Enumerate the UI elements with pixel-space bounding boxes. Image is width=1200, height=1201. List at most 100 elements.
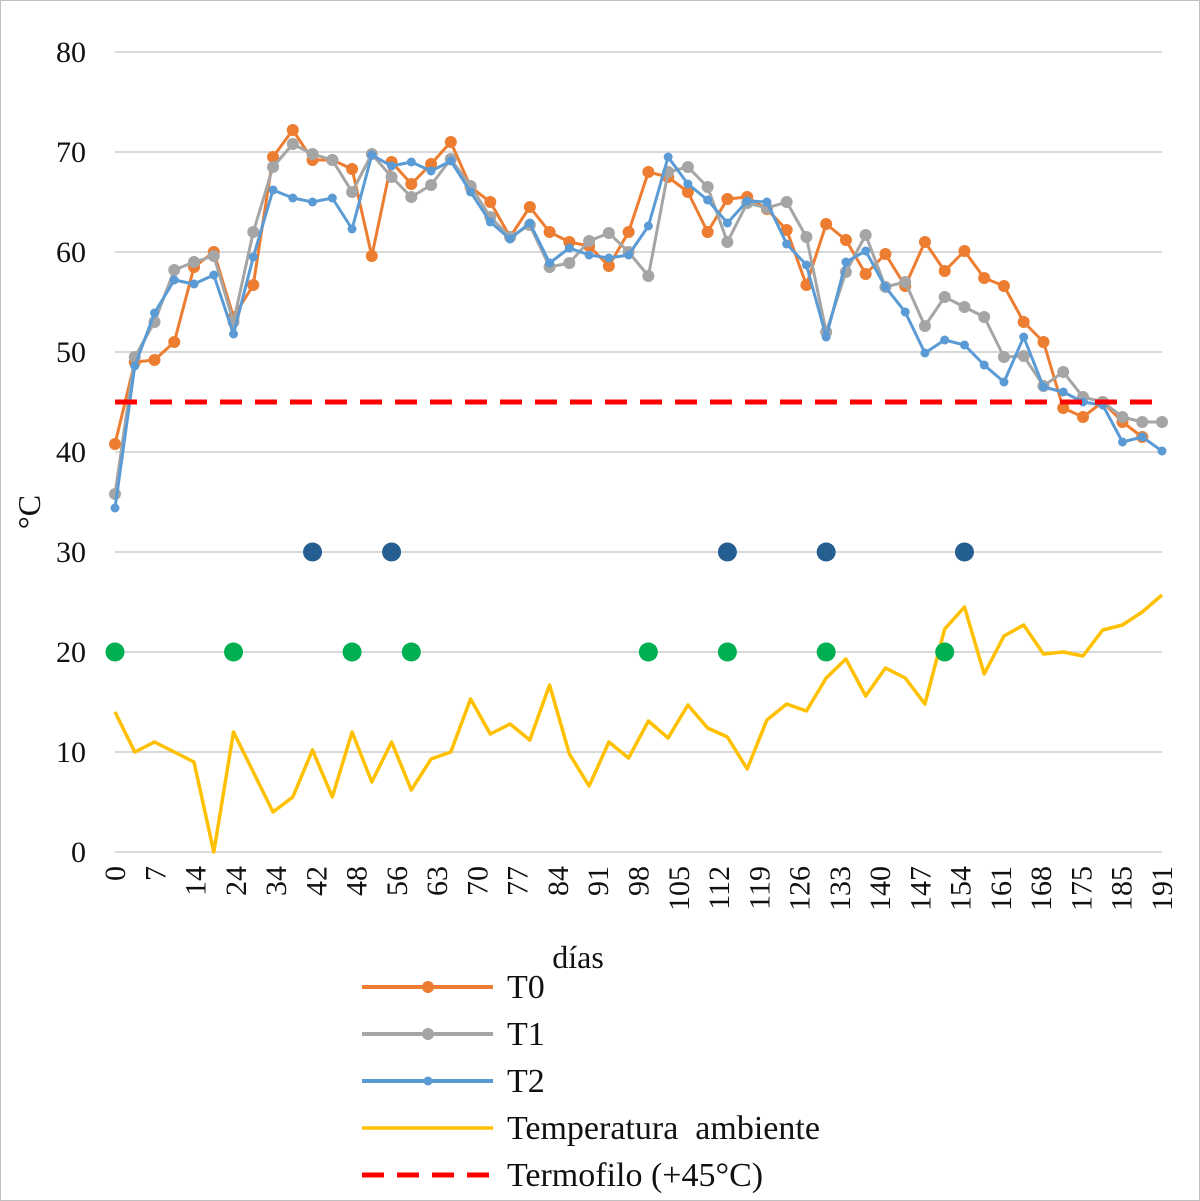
data-point: [130, 361, 140, 371]
legend-marker: [423, 1076, 433, 1086]
event-marker: [717, 642, 737, 662]
data-point: [681, 186, 694, 198]
data-point: [148, 354, 161, 366]
data-point: [484, 196, 497, 208]
data-point: [584, 250, 594, 260]
data-point: [859, 268, 872, 280]
data-point: [780, 224, 793, 236]
data-point: [1157, 446, 1167, 456]
data-point: [367, 150, 377, 160]
data-point: [1058, 387, 1068, 397]
series-t2: [110, 150, 1167, 513]
x-tick-label: 70: [461, 866, 494, 896]
x-tick-label: 7: [139, 866, 172, 881]
x-tick-label: 161: [985, 866, 1018, 911]
y-tick-label: 10: [56, 736, 86, 769]
data-point: [978, 272, 991, 284]
data-point: [505, 234, 515, 244]
data-point: [841, 257, 851, 267]
x-tick-label: 63: [421, 866, 454, 896]
data-point: [168, 336, 181, 348]
data-point: [703, 195, 713, 205]
data-point: [958, 245, 971, 257]
data-point: [169, 275, 179, 285]
x-tick-label: 42: [300, 866, 333, 896]
data-point: [247, 279, 260, 291]
x-tick-label: 48: [341, 866, 374, 896]
data-point: [405, 178, 418, 190]
data-point: [286, 124, 299, 136]
data-point: [918, 320, 931, 332]
data-point: [999, 377, 1009, 387]
x-tick-label: 14: [180, 866, 213, 896]
data-point: [880, 282, 890, 292]
data-point: [268, 185, 278, 195]
data-point: [900, 307, 910, 317]
data-point: [642, 166, 655, 178]
data-point: [800, 231, 813, 243]
data-point: [564, 243, 574, 253]
data-point: [406, 157, 416, 167]
data-point: [839, 234, 852, 246]
data-point: [800, 279, 813, 291]
data-point: [721, 193, 734, 205]
data-point: [1116, 411, 1129, 423]
legend-label: T2: [507, 1063, 545, 1100]
series-line: [113, 153, 1163, 509]
event-marker: [954, 542, 974, 562]
event-marker: [224, 642, 244, 662]
data-point: [997, 351, 1010, 363]
x-tick-label: 91: [582, 866, 615, 896]
data-point: [426, 166, 436, 176]
event-markers: [105, 542, 974, 662]
legend-item: Temperatura ambiente: [362, 1110, 820, 1147]
data-point: [247, 226, 260, 238]
data-point: [1037, 336, 1050, 348]
data-point: [188, 256, 201, 268]
data-point: [821, 332, 831, 342]
legend-label: Temperatura ambiente: [507, 1110, 820, 1147]
x-tick-label: 185: [1106, 866, 1139, 911]
legend-marker: [422, 1028, 434, 1040]
data-point: [642, 270, 655, 282]
data-point: [861, 246, 871, 256]
x-tick-label: 105: [663, 866, 696, 911]
data-point: [583, 235, 596, 247]
data-point: [446, 156, 456, 166]
data-point: [624, 250, 634, 260]
data-point: [286, 138, 299, 150]
event-marker: [105, 642, 125, 662]
data-point: [425, 179, 438, 191]
data-point: [327, 193, 337, 203]
data-point: [387, 161, 397, 171]
data-point: [622, 226, 635, 238]
x-tick-label: 24: [220, 866, 253, 896]
x-tick-label: 34: [260, 866, 293, 896]
y-tick-label: 60: [56, 236, 86, 269]
data-point: [543, 226, 556, 238]
data-point: [997, 280, 1010, 292]
data-point: [385, 171, 398, 183]
data-point: [308, 197, 318, 207]
event-marker: [638, 642, 658, 662]
y-tick-label: 0: [71, 836, 86, 869]
x-tick-label: 119: [743, 866, 776, 910]
data-point: [209, 270, 219, 280]
data-point: [604, 253, 614, 263]
data-point: [663, 152, 673, 162]
data-point: [346, 163, 359, 175]
x-tick-label: 77: [502, 866, 535, 896]
y-tick-label: 20: [56, 636, 86, 669]
data-point: [722, 218, 732, 228]
data-point: [248, 252, 258, 262]
x-tick-label: 168: [1025, 866, 1058, 911]
data-point: [1017, 350, 1030, 362]
data-point: [523, 201, 536, 213]
series-layer: [109, 124, 1168, 854]
data-point: [1038, 382, 1048, 392]
data-point: [938, 265, 951, 277]
grid-lines: [115, 51, 1162, 853]
x-tick-label: 112: [703, 866, 736, 910]
data-point: [1117, 437, 1127, 447]
data-point: [267, 151, 280, 163]
